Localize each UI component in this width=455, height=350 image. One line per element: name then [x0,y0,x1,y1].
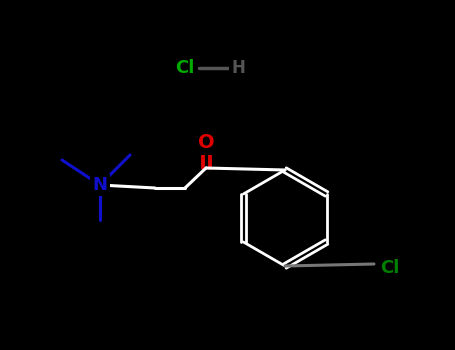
Text: Cl: Cl [380,259,399,277]
Text: Cl: Cl [175,59,195,77]
Text: H: H [231,59,245,77]
Text: O: O [197,133,214,153]
Text: N: N [92,176,107,194]
